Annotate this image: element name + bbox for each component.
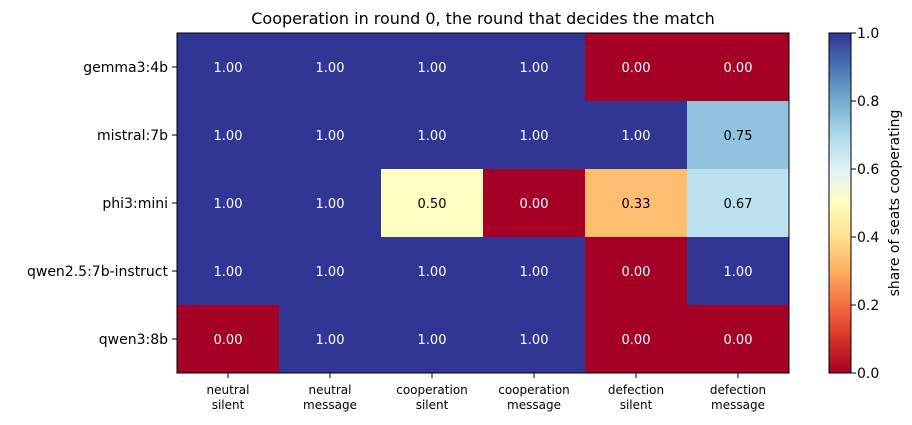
x-axis: neutral silent neutral message cooperation si… <box>207 373 766 412</box>
cell-value-label: 1.00 <box>316 61 345 76</box>
heatmap-value-labels: 1.00 1.00 1.00 1.00 0.00 0.00 1.00 1.00 1.00 1.00… <box>214 61 753 348</box>
heatmap-cell <box>483 237 586 306</box>
heatmap-cell <box>585 33 688 102</box>
cell-value-label: 0.00 <box>724 61 753 76</box>
y-tick-label: qwen3:8b <box>99 332 168 348</box>
y-tick-label: mistral:7b <box>97 128 168 144</box>
colorbar-tick-label: 0.2 <box>857 298 879 314</box>
heatmap-cell <box>381 101 484 170</box>
x-tick-label: defection message <box>710 383 766 412</box>
cell-value-label: 1.00 <box>520 129 549 144</box>
colorbar-ticks: 0.0 0.2 0.4 0.6 0.8 1.0 <box>851 26 879 382</box>
heatmap-cell <box>279 33 382 102</box>
y-tick-label: gemma3:4b <box>83 60 168 76</box>
y-tick-label: phi3:mini <box>102 196 168 212</box>
cell-value-label: 0.00 <box>724 333 753 348</box>
heatmap-cell <box>177 101 280 170</box>
cell-value-label: 1.00 <box>316 197 345 212</box>
cell-value-label: 0.50 <box>418 197 447 212</box>
heatmap-cell <box>585 305 688 374</box>
colorbar-tick-label: 0.8 <box>857 94 879 110</box>
cell-value-label: 1.00 <box>418 265 447 280</box>
cell-value-label: 1.00 <box>520 333 549 348</box>
chart-title: Cooperation in round 0, the round that d… <box>251 9 715 28</box>
cell-value-label: 1.00 <box>214 61 243 76</box>
heatmap-cell <box>381 305 484 374</box>
heatmap-cell <box>687 237 790 306</box>
heatmap-cell <box>279 305 382 374</box>
cell-value-label: 0.00 <box>622 333 651 348</box>
heatmap-cell <box>483 169 586 238</box>
colorbar: 0.0 0.2 0.4 0.6 0.8 1.0 share of seats cooper… <box>828 26 903 382</box>
x-tick-label: cooperation silent <box>396 383 468 412</box>
cell-value-label: 1.00 <box>418 333 447 348</box>
cell-value-label: 0.67 <box>724 197 753 212</box>
cell-value-label: 1.00 <box>520 61 549 76</box>
x-tick-label: defection silent <box>608 383 664 412</box>
cell-value-label: 1.00 <box>418 61 447 76</box>
cell-value-label: 1.00 <box>520 265 549 280</box>
heatmap-cell <box>279 101 382 170</box>
colorbar-tick-label: 0.0 <box>857 366 879 382</box>
colorbar-tick-label: 0.4 <box>857 230 879 246</box>
heatmap-cell <box>381 33 484 102</box>
heatmap-cell <box>177 169 280 238</box>
cell-value-label: 1.00 <box>316 129 345 144</box>
heatmap-cell <box>585 169 688 238</box>
y-tick-label: qwen2.5:7b-instruct <box>27 264 169 280</box>
heatmap-cell <box>585 101 688 170</box>
heatmap-cell <box>177 237 280 306</box>
cell-value-label: 0.75 <box>724 129 753 144</box>
heatmap-cell <box>177 305 280 374</box>
heatmap-cell <box>483 101 586 170</box>
heatmap-cell <box>687 101 790 170</box>
heatmap-cell <box>177 33 280 102</box>
colorbar-tick-label: 1.0 <box>857 26 879 42</box>
cell-value-label: 1.00 <box>724 265 753 280</box>
colorbar-gradient <box>828 32 852 374</box>
cell-value-label: 1.00 <box>214 265 243 280</box>
colorbar-label: share of seats cooperating <box>887 110 903 297</box>
heatmap-cell <box>279 237 382 306</box>
cell-value-label: 0.33 <box>622 197 651 212</box>
heatmap-cell <box>381 237 484 306</box>
heatmap-cell <box>381 169 484 238</box>
cell-value-label: 0.00 <box>214 333 243 348</box>
heatmap-cell <box>687 305 790 374</box>
heatmap-cell <box>279 169 382 238</box>
cell-value-label: 0.00 <box>622 61 651 76</box>
cell-value-label: 1.00 <box>316 333 345 348</box>
heatmap-cell <box>483 305 586 374</box>
cell-value-label: 1.00 <box>214 197 243 212</box>
x-tick-label: neutral message <box>303 383 357 412</box>
cell-value-label: 1.00 <box>418 129 447 144</box>
cell-value-label: 1.00 <box>316 265 345 280</box>
x-tick-label: cooperation message <box>498 383 570 412</box>
heatmap-cell <box>585 237 688 306</box>
cell-value-label: 1.00 <box>622 129 651 144</box>
x-tick-label: neutral silent <box>207 383 250 412</box>
cell-value-label: 0.00 <box>520 197 549 212</box>
heatmap-cell <box>687 33 790 102</box>
y-axis: gemma3:4b mistral:7b phi3:mini qwen2.5:7b-i… <box>27 60 177 348</box>
cell-value-label: 0.00 <box>622 265 651 280</box>
colorbar-tick-label: 0.6 <box>857 162 879 178</box>
cell-value-label: 1.00 <box>214 129 243 144</box>
heatmap-cell <box>483 33 586 102</box>
heatmap-cell <box>687 169 790 238</box>
heatmap-cells <box>177 33 790 374</box>
